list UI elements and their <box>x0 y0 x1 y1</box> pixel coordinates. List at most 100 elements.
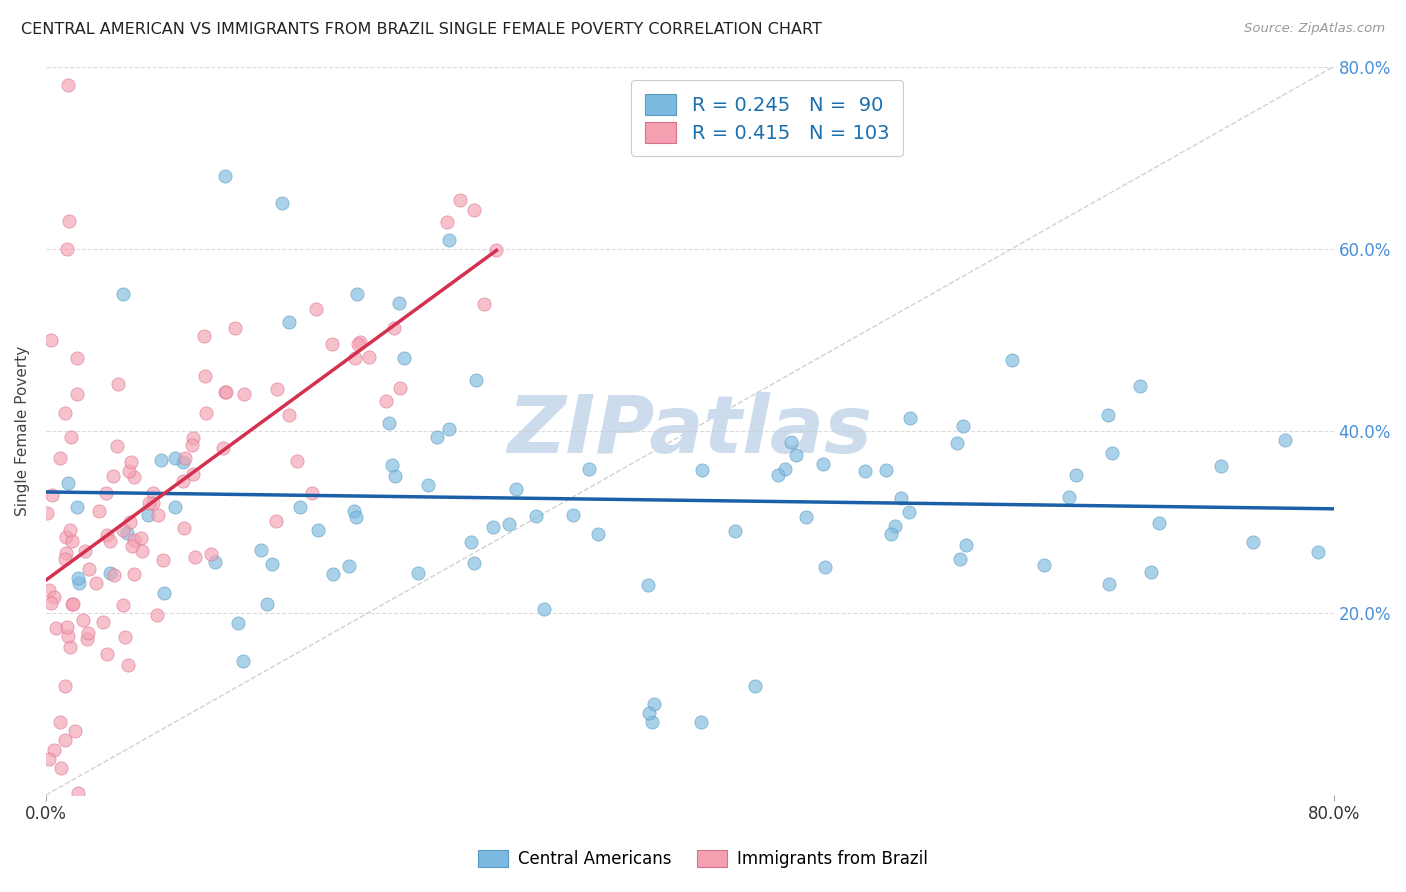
Point <box>264 514 287 528</box>
Point <box>66 387 89 401</box>
Point <box>194 406 217 420</box>
Point <box>389 381 412 395</box>
Point <box>689 715 711 730</box>
Point <box>49 715 72 730</box>
Point <box>249 543 271 558</box>
Point <box>465 373 488 387</box>
Point <box>141 485 163 500</box>
Legend: R = 0.245   N =  90, R = 0.415   N = 103: R = 0.245 N = 90, R = 0.415 N = 103 <box>631 80 903 156</box>
Point <box>42 590 65 604</box>
Point <box>87 504 110 518</box>
Point <box>122 470 145 484</box>
Point <box>39 596 62 610</box>
Point <box>214 169 236 183</box>
Point <box>374 393 396 408</box>
Point <box>77 562 100 576</box>
Point <box>897 505 920 519</box>
Point <box>149 453 172 467</box>
Point <box>1139 565 1161 579</box>
Point <box>1057 490 1080 504</box>
Point <box>524 509 547 524</box>
Point <box>72 613 94 627</box>
Point <box>66 785 89 799</box>
Point <box>117 657 139 672</box>
Point <box>111 523 134 537</box>
Point <box>1306 545 1329 559</box>
Point <box>224 320 246 334</box>
Point <box>773 462 796 476</box>
Point <box>53 552 76 566</box>
Point <box>212 442 235 456</box>
Point <box>56 242 79 256</box>
Point <box>56 475 79 490</box>
Point <box>485 243 508 257</box>
Point <box>561 508 583 522</box>
Point <box>643 697 665 711</box>
Point <box>322 567 344 582</box>
Point <box>138 496 160 510</box>
Point <box>45 621 67 635</box>
Point <box>288 500 311 514</box>
Point <box>426 429 449 443</box>
Point <box>53 679 76 693</box>
Point <box>578 462 600 476</box>
Point <box>343 504 366 518</box>
Point <box>321 337 343 351</box>
Point <box>437 233 460 247</box>
Point <box>811 458 834 472</box>
Point <box>1101 446 1123 460</box>
Point <box>378 416 401 430</box>
Point <box>56 78 79 92</box>
Point <box>357 350 380 364</box>
Point <box>416 478 439 492</box>
Point <box>105 439 128 453</box>
Point <box>853 464 876 478</box>
Point <box>37 506 59 520</box>
Point <box>96 527 118 541</box>
Point <box>131 544 153 558</box>
Point <box>98 566 121 581</box>
Point <box>48 451 70 466</box>
Point <box>723 524 745 538</box>
Point <box>84 576 107 591</box>
Text: CENTRAL AMERICAN VS IMMIGRANTS FROM BRAZIL SINGLE FEMALE POVERTY CORRELATION CHA: CENTRAL AMERICAN VS IMMIGRANTS FROM BRAZ… <box>21 22 823 37</box>
Point <box>460 535 482 549</box>
Point <box>744 679 766 693</box>
Point <box>121 539 143 553</box>
Point <box>172 474 194 488</box>
Point <box>41 487 63 501</box>
Point <box>66 351 89 365</box>
Point <box>153 586 176 600</box>
Point <box>200 547 222 561</box>
Point <box>115 525 138 540</box>
Point <box>1064 467 1087 482</box>
Point <box>55 620 77 634</box>
Point <box>58 214 80 228</box>
Point <box>232 387 254 401</box>
Point <box>266 382 288 396</box>
Point <box>111 287 134 301</box>
Point <box>146 607 169 622</box>
Point <box>232 654 254 668</box>
Point <box>77 625 100 640</box>
Point <box>883 519 905 533</box>
Point <box>136 508 159 523</box>
Point <box>118 464 141 478</box>
Text: Source: ZipAtlas.com: Source: ZipAtlas.com <box>1244 22 1385 36</box>
Point <box>163 500 186 515</box>
Point <box>301 486 323 500</box>
Text: ZIPatlas: ZIPatlas <box>508 392 872 470</box>
Point <box>880 526 903 541</box>
Point <box>307 523 329 537</box>
Point <box>66 500 89 515</box>
Point <box>533 601 555 615</box>
Point <box>94 485 117 500</box>
Point <box>388 296 411 310</box>
Point <box>344 509 367 524</box>
Point <box>122 566 145 581</box>
Point <box>60 598 83 612</box>
Point <box>101 468 124 483</box>
Point <box>785 448 807 462</box>
Point <box>1097 408 1119 422</box>
Point <box>63 724 86 739</box>
